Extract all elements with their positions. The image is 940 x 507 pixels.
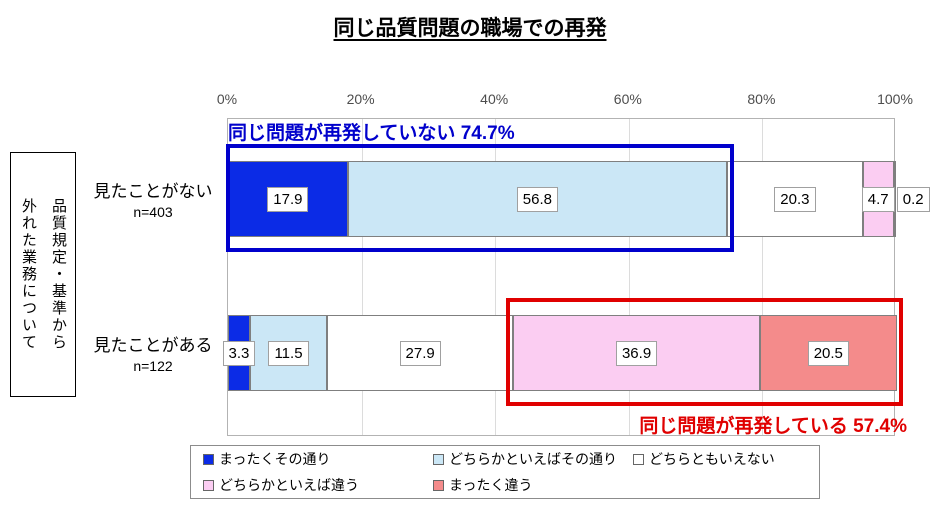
legend-item: どちらかといえば違う bbox=[203, 475, 433, 495]
category-label: 見たことがある n=122 bbox=[82, 314, 224, 390]
value-label: 3.3 bbox=[222, 340, 256, 366]
value-label: 56.8 bbox=[516, 186, 558, 212]
axis-tick-label: 60% bbox=[613, 91, 642, 107]
axis-tick-label: 20% bbox=[346, 91, 375, 107]
legend-item: どちらともいえない bbox=[633, 449, 819, 469]
gridline bbox=[495, 119, 496, 435]
category-n-label: n=122 bbox=[133, 357, 173, 374]
annotation-text: 同じ問題が再発していない 74.7% bbox=[228, 123, 515, 144]
axis-tick-label: 0% bbox=[216, 91, 238, 107]
legend-swatch bbox=[203, 453, 214, 465]
chart-title-text: 同じ品質問題の職場での再発 bbox=[333, 17, 607, 40]
category-label-text: 見たことがある bbox=[93, 335, 213, 355]
legend-label: どちらともいえない bbox=[649, 451, 775, 467]
bar-segment bbox=[228, 161, 348, 237]
category-label-text: 見たことがない bbox=[93, 181, 213, 201]
legend-label: どちらかといえば違う bbox=[219, 477, 359, 493]
legend: まったくその通り どちらかといえばその通り どちらともいえないどちらかといえば違う ま… bbox=[190, 445, 820, 499]
value-label: 4.7 bbox=[861, 186, 895, 212]
legend-label: どちらかといえばその通り bbox=[449, 451, 617, 467]
axis-group-label-box: 品質規定・基準から 外れた業務について bbox=[10, 152, 76, 397]
value-label: 20.5 bbox=[807, 340, 849, 366]
axis-group-label-line2: 外れた業務について bbox=[20, 198, 37, 351]
value-label: 20.3 bbox=[774, 186, 816, 212]
axis-tick-label: 100% bbox=[877, 91, 913, 107]
value-label: 17.9 bbox=[267, 186, 309, 212]
value-label: 0.2 bbox=[896, 186, 930, 212]
legend-item: まったく違う bbox=[433, 475, 633, 495]
value-label: 11.5 bbox=[268, 340, 309, 366]
gridline bbox=[362, 119, 363, 435]
legend-swatch bbox=[433, 479, 444, 491]
annotation-text: 同じ問題が再発している 57.4% bbox=[639, 416, 907, 437]
axis-tick-label: 40% bbox=[480, 91, 509, 107]
legend-item: まったくその通り bbox=[203, 449, 433, 469]
legend-swatch bbox=[203, 479, 214, 491]
legend-swatch bbox=[433, 453, 444, 465]
axis-group-label: 品質規定・基準から 外れた業務について bbox=[13, 198, 73, 351]
legend-label: まったく違う bbox=[449, 477, 533, 493]
value-label: 27.9 bbox=[399, 340, 441, 366]
category-label: 見たことがない n=403 bbox=[82, 160, 224, 236]
axis-tick-label: 80% bbox=[747, 91, 776, 107]
legend-swatch bbox=[633, 453, 644, 465]
axis-group-label-line1: 品質規定・基準から bbox=[50, 198, 67, 351]
chart-title: 同じ品質問題の職場での再発 bbox=[0, 12, 940, 42]
legend-label: まったくその通り bbox=[219, 451, 331, 467]
plot-area: 17.9 56.8 20.3 4.7 0.2 3.3 11.5 27.9 36.9 20.5 bbox=[222, 118, 930, 436]
category-n-label: n=403 bbox=[133, 203, 173, 220]
value-label: 36.9 bbox=[615, 340, 658, 366]
legend-item: どちらかといえばその通り bbox=[433, 449, 633, 469]
gridline bbox=[762, 119, 763, 435]
gridline bbox=[629, 119, 630, 435]
